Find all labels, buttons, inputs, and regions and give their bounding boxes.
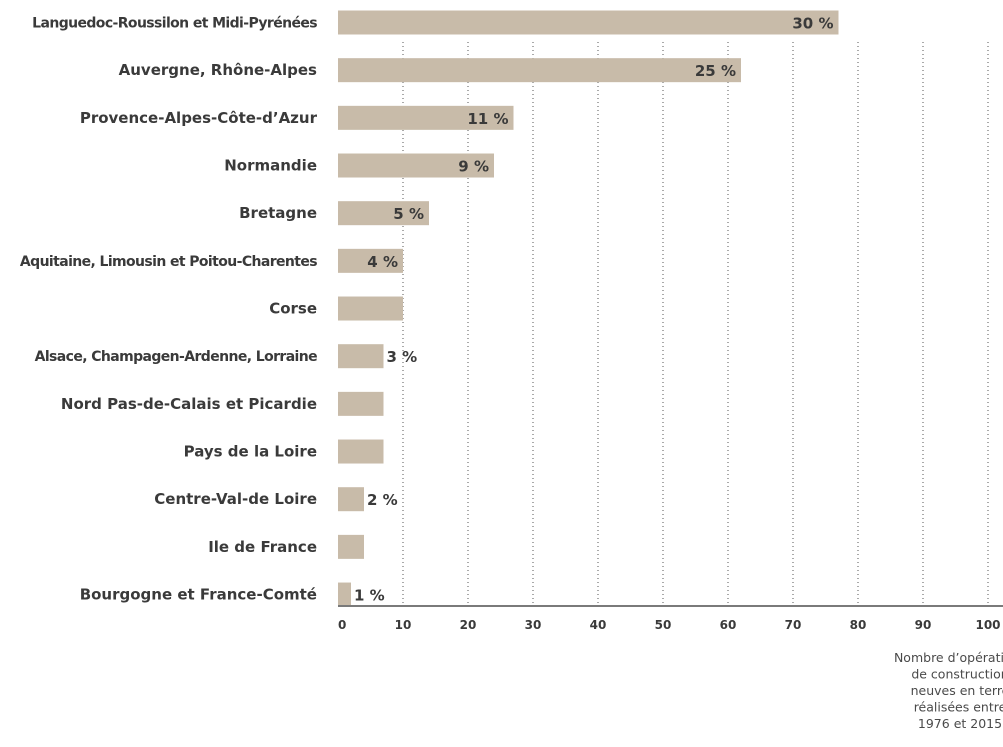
tick-label-50: 50 <box>655 618 672 632</box>
category-label-8: Nord Pas-de-Calais et Picardie <box>61 395 317 413</box>
value-label-5: 4 % <box>367 253 398 271</box>
category-labels: Languedoc-Roussilon et Midi-Pyrénées Auve… <box>20 16 318 604</box>
category-label-9: Pays de la Loire <box>184 443 317 461</box>
value-label-3: 9 % <box>458 158 489 176</box>
tick-label-0: 0 <box>338 618 346 632</box>
value-label-4: 5 % <box>393 205 424 223</box>
x-axis-label-line: Nombre d’opérations <box>894 650 1003 665</box>
bar-7 <box>338 344 384 369</box>
tick-label-80: 80 <box>850 618 867 632</box>
tick-label-40: 40 <box>590 618 607 632</box>
category-label-0: Languedoc-Roussilon et Midi-Pyrénées <box>32 16 317 32</box>
category-label-7: Alsace, Champagen-Ardenne, Lorraine <box>35 349 317 365</box>
tick-label-60: 60 <box>720 618 737 632</box>
category-label-6: Corse <box>269 300 317 318</box>
tick-label-100: 100 <box>975 618 1000 632</box>
bar-8 <box>338 391 384 416</box>
bar-3 <box>338 153 494 178</box>
value-label-12: 1 % <box>354 587 385 605</box>
x-axis-label-line: réalisées entre <box>914 700 1003 715</box>
bars <box>338 10 839 607</box>
value-label-0: 30 % <box>792 15 833 33</box>
value-label-2: 11 % <box>467 110 508 128</box>
category-label-12: Bourgogne et France-Comté <box>80 586 317 604</box>
bar-9 <box>338 439 384 464</box>
bar-2 <box>338 105 514 130</box>
bar-0 <box>338 10 839 35</box>
value-labels: 30 % 25 % 11 % 9 % 5 % 4 % 3 % 2 % 1 % <box>354 15 834 605</box>
category-label-5: Aquitaine, Limousin et Poitou-Charentes <box>20 254 317 270</box>
bar-6 <box>338 296 403 321</box>
bar-12 <box>338 582 351 607</box>
category-label-4: Bretagne <box>239 204 317 222</box>
category-label-11: Ile de France <box>208 538 317 556</box>
category-label-10: Centre-Val-de Loire <box>154 490 317 508</box>
tick-label-30: 30 <box>525 618 542 632</box>
bar-4 <box>338 201 429 226</box>
tick-label-90: 90 <box>915 618 932 632</box>
category-label-2: Provence-Alpes-Côte-d’Azur <box>80 109 318 127</box>
x-axis-label-line: de construction <box>911 667 1003 682</box>
value-label-7: 3 % <box>387 348 418 366</box>
tick-label-10: 10 <box>395 618 412 632</box>
x-axis-label: Nombre d’opérations de constructionneuves… <box>894 650 1003 731</box>
bar-11 <box>338 534 364 559</box>
bar-10 <box>338 487 364 512</box>
x-axis-label-line: neuves en terre <box>911 683 1003 698</box>
tick-label-70: 70 <box>785 618 802 632</box>
grid-lines <box>402 42 989 604</box>
value-label-1: 25 % <box>695 62 736 80</box>
x-axis-label-line: 1976 et 2015 <box>918 716 1002 731</box>
bar-1 <box>338 58 741 83</box>
tick-label-20: 20 <box>460 618 477 632</box>
value-label-10: 2 % <box>367 491 398 509</box>
bar-5 <box>338 248 403 273</box>
category-label-1: Auvergne, Rhône-Alpes <box>119 61 317 79</box>
category-label-3: Normandie <box>224 157 317 175</box>
x-tick-labels: 0 10 20 30 40 50 60 70 80 90 100 <box>338 618 1001 632</box>
